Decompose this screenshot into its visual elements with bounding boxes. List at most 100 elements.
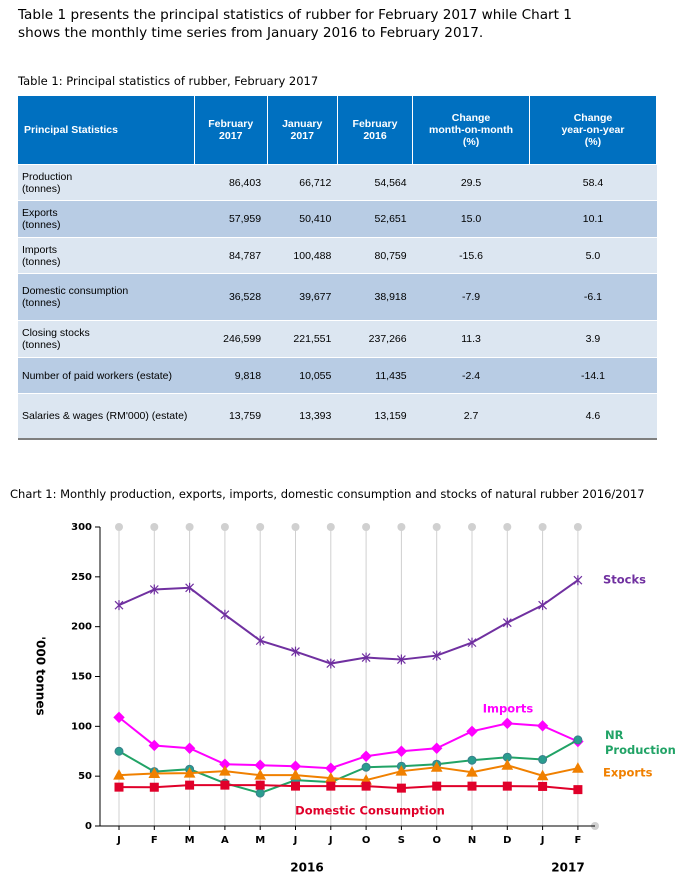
point bbox=[466, 766, 478, 777]
point bbox=[113, 769, 125, 780]
row-label: Exports (tonnes) bbox=[18, 200, 195, 238]
point bbox=[360, 750, 372, 762]
cell: 13,393 bbox=[267, 393, 338, 440]
guide-dot bbox=[397, 523, 406, 531]
x-tick-label: J bbox=[328, 835, 333, 846]
x-tick-label: M bbox=[255, 835, 265, 846]
row-label: Salaries & wages (RM'000) (estate) bbox=[18, 393, 195, 440]
point bbox=[255, 780, 265, 790]
series-line bbox=[118, 764, 579, 782]
point bbox=[113, 711, 125, 724]
row-label: Number of paid workers (estate) bbox=[18, 357, 195, 394]
point bbox=[502, 617, 512, 628]
cell: 39,677 bbox=[267, 273, 338, 321]
point bbox=[361, 781, 371, 791]
cell: 29.5 bbox=[412, 164, 530, 201]
point bbox=[430, 742, 443, 754]
table-row: Number of paid workers (estate) 9,818 10,0… bbox=[18, 357, 657, 394]
x-tick-label: J bbox=[293, 835, 298, 846]
point bbox=[502, 781, 512, 791]
cell: 13,159 bbox=[337, 393, 413, 440]
point bbox=[149, 584, 159, 595]
point bbox=[538, 600, 548, 611]
cell: -2.4 bbox=[412, 357, 530, 394]
cell: 5.0 bbox=[529, 237, 657, 274]
x-tick-label: D bbox=[503, 835, 511, 846]
column-header: Principal Statistics bbox=[18, 96, 195, 165]
series-line bbox=[118, 579, 579, 665]
table-body: Production (tonnes) 86,403 66,712 54,564 29.… bbox=[18, 164, 657, 440]
guide-dot bbox=[538, 523, 547, 531]
intro-text: Table 1 presents the principal statistic… bbox=[18, 7, 572, 41]
point bbox=[326, 781, 336, 791]
cell: 9,818 bbox=[194, 357, 268, 394]
guide-dot bbox=[362, 523, 371, 531]
table-row: Closing stocks (tonnes) 246,599 221,551 237… bbox=[18, 320, 657, 358]
cell: 57,959 bbox=[194, 200, 268, 238]
cell: -6.1 bbox=[529, 273, 657, 321]
series-label: Domestic Consumption bbox=[295, 804, 445, 818]
x-tick-label: J bbox=[540, 835, 545, 846]
cell: 66,712 bbox=[267, 164, 338, 201]
x-tick-label: M bbox=[185, 835, 195, 846]
point bbox=[148, 767, 161, 778]
x-tick-label: J bbox=[116, 835, 121, 846]
guide-dot bbox=[150, 523, 159, 531]
guide-dot bbox=[503, 523, 512, 531]
point bbox=[396, 654, 406, 665]
column-header: Change year-on-year (%) bbox=[529, 96, 658, 165]
cell: 237,266 bbox=[337, 320, 413, 358]
column-header: Change month-on-month (%) bbox=[412, 96, 530, 165]
point bbox=[185, 780, 195, 790]
series-line bbox=[118, 739, 579, 795]
cell: 54,564 bbox=[337, 164, 413, 201]
row-label: Imports (tonnes) bbox=[18, 237, 195, 274]
x-tick-label: A bbox=[221, 835, 229, 846]
chart: 0 50 100 150 200 250 300 J F M A M J J O S O N D J F 2016 2017… bbox=[34, 522, 676, 875]
point bbox=[326, 658, 336, 669]
year-label: 2017 bbox=[551, 861, 584, 875]
point bbox=[467, 637, 477, 648]
cell: 221,551 bbox=[267, 320, 338, 358]
table-caption: Table 1: Principal statistics of rubber,… bbox=[18, 74, 319, 88]
x-tick-label: S bbox=[398, 835, 405, 846]
column-header: January 2017 bbox=[267, 96, 338, 165]
guide-dot bbox=[115, 523, 123, 531]
point bbox=[183, 767, 196, 778]
y-tick-label: 150 bbox=[71, 672, 92, 683]
series-label: Imports bbox=[483, 702, 534, 716]
series-label: Stocks bbox=[603, 573, 646, 587]
series-label: Exports bbox=[603, 766, 653, 780]
cell: 100,488 bbox=[267, 237, 338, 274]
y-axis-label: '000 tonnes bbox=[34, 636, 48, 715]
series-line bbox=[118, 784, 578, 791]
cell: 2.7 bbox=[412, 393, 530, 440]
cell: 50,410 bbox=[267, 200, 338, 238]
cell: 15.0 bbox=[412, 200, 530, 238]
table-row: Exports (tonnes) 57,959 50,410 52,651 15.0 10… bbox=[18, 200, 657, 238]
series-label: NR Production bbox=[605, 728, 676, 757]
row-label: Production (tonnes) bbox=[18, 164, 195, 201]
cell: 13,759 bbox=[194, 393, 268, 440]
series-line bbox=[118, 716, 579, 770]
chart-caption: Chart 1: Monthly production, exports, im… bbox=[10, 487, 645, 501]
cell: 10.1 bbox=[529, 200, 657, 238]
guide-dot bbox=[326, 523, 335, 531]
cell: 246,599 bbox=[194, 320, 268, 358]
cell: -7.9 bbox=[412, 273, 530, 321]
point bbox=[254, 759, 266, 771]
year-label: 2016 bbox=[290, 861, 323, 875]
point bbox=[395, 745, 408, 757]
cell: 86,403 bbox=[194, 164, 268, 201]
point bbox=[466, 725, 478, 738]
cell: 84,787 bbox=[194, 237, 268, 274]
point bbox=[432, 650, 442, 661]
guide-dot bbox=[468, 523, 476, 531]
point bbox=[255, 635, 265, 646]
x-tick-label: F bbox=[151, 835, 158, 846]
point bbox=[219, 765, 231, 776]
point bbox=[538, 781, 548, 791]
point bbox=[501, 759, 514, 770]
cell: 36,528 bbox=[194, 273, 268, 321]
